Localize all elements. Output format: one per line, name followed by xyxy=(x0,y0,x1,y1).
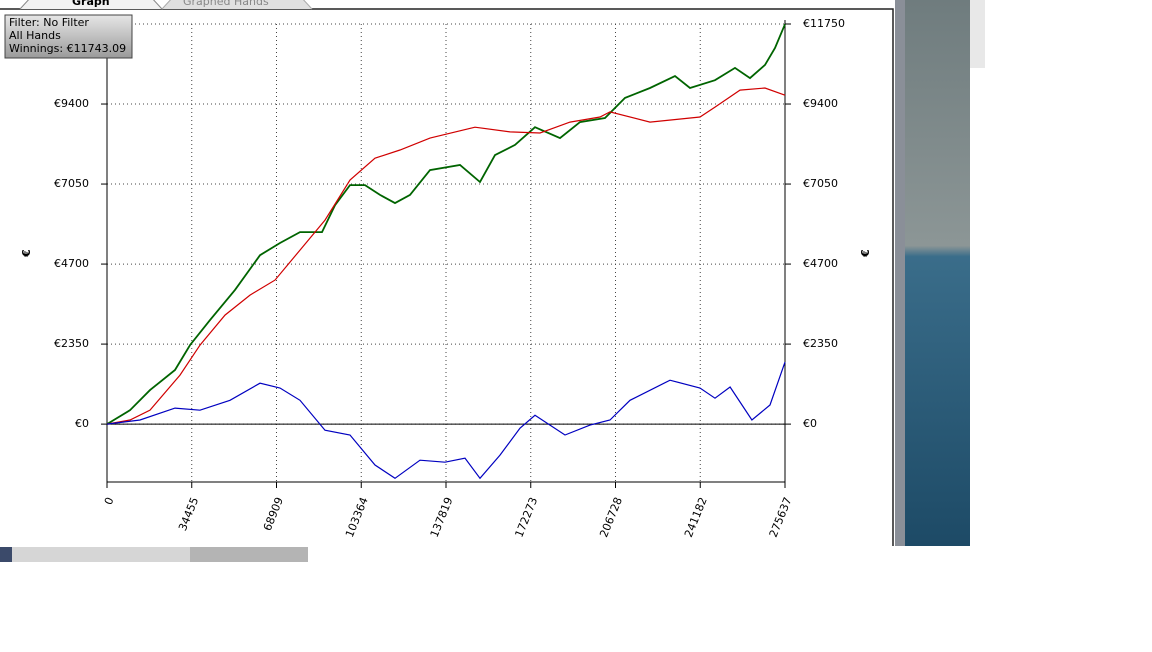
tab[interactable] xyxy=(161,0,313,10)
y2-tick-label: €9400 xyxy=(803,97,838,110)
y2-tick-label: €4700 xyxy=(803,257,838,270)
info-text: All Hands xyxy=(9,29,61,42)
scrollbar-thumb[interactable] xyxy=(190,547,308,562)
info-box xyxy=(4,14,133,59)
plot: €0 €0 €2350 €2350 €4700 €4700 €7050 €7050 €9400 €… xyxy=(20,17,872,539)
series-line xyxy=(106,87,786,425)
series-line xyxy=(106,361,786,480)
panel xyxy=(0,0,895,546)
y2-tick-label: €0 xyxy=(803,417,817,430)
info-text: Filter: No Filter xyxy=(9,16,89,29)
desktop-background xyxy=(905,0,970,546)
info-text: Winnings: €11743.09 xyxy=(9,42,126,55)
y2-axis-label: € xyxy=(859,249,872,258)
y-tick-label: €4700 xyxy=(54,257,89,270)
tab-label[interactable]: Graphed Hands xyxy=(183,0,269,8)
y2-tick-label: €11750 xyxy=(803,17,845,30)
y2-tick-label: €2350 xyxy=(803,337,838,350)
y-tick-label: €0 xyxy=(75,417,89,430)
y-tick-label: €2350 xyxy=(54,337,89,350)
x-tick-label: 0 xyxy=(102,495,117,506)
y-tick-label: €9400 xyxy=(54,97,89,110)
series-line xyxy=(106,23,786,425)
desktop-edge xyxy=(970,0,985,68)
y2-tick-label: €7050 xyxy=(803,177,838,190)
window-border xyxy=(895,0,905,546)
tab-label[interactable]: Graph xyxy=(72,0,110,8)
scroll-button[interactable] xyxy=(0,547,12,562)
tab[interactable] xyxy=(19,0,163,10)
y-tick-label: €7050 xyxy=(54,177,89,190)
y-axis-label: € xyxy=(20,249,33,258)
